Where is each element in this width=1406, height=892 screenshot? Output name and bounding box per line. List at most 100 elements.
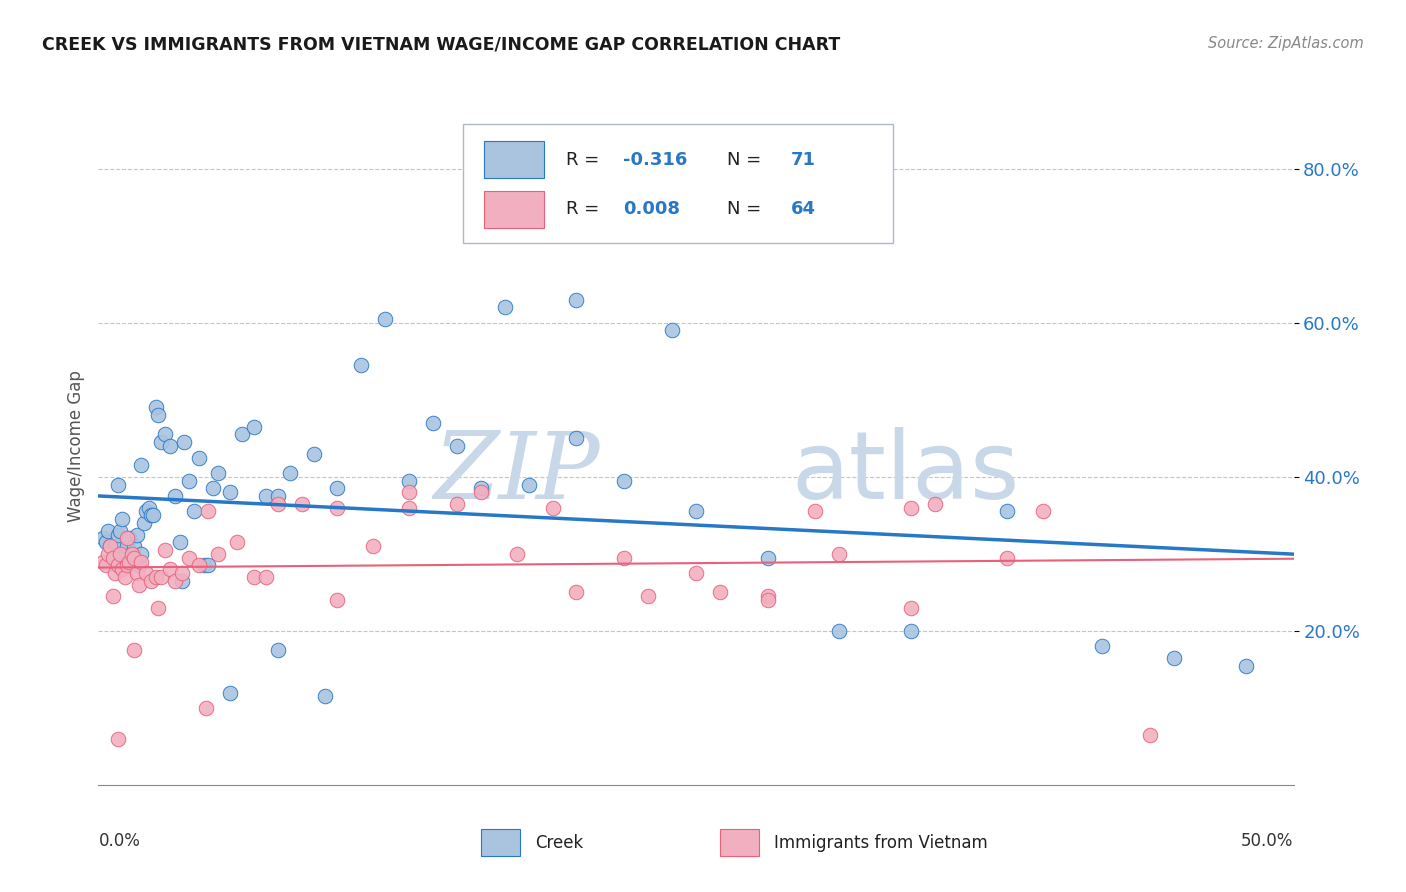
Point bbox=[267, 643, 290, 657]
Point bbox=[125, 527, 148, 541]
Point bbox=[91, 555, 114, 569]
Point bbox=[124, 539, 146, 553]
Point bbox=[291, 497, 314, 511]
Text: R =: R = bbox=[565, 151, 605, 169]
Point bbox=[685, 566, 707, 580]
Point bbox=[131, 458, 153, 473]
Point bbox=[115, 532, 138, 546]
Text: N =: N = bbox=[727, 151, 768, 169]
Point bbox=[565, 431, 588, 445]
Point bbox=[101, 550, 124, 565]
Point bbox=[1139, 728, 1161, 742]
Point bbox=[148, 600, 170, 615]
Point bbox=[470, 482, 492, 496]
Point bbox=[172, 574, 194, 588]
Point bbox=[900, 500, 922, 515]
FancyBboxPatch shape bbox=[485, 191, 544, 228]
Point bbox=[124, 550, 146, 565]
Point bbox=[101, 589, 124, 603]
Text: 64: 64 bbox=[790, 201, 815, 219]
Point bbox=[107, 731, 129, 746]
Point bbox=[398, 474, 420, 488]
Point bbox=[226, 535, 249, 549]
Point bbox=[995, 550, 1018, 565]
Point bbox=[101, 550, 124, 565]
Point bbox=[148, 408, 170, 422]
Text: CREEK VS IMMIGRANTS FROM VIETNAM WAGE/INCOME GAP CORRELATION CHART: CREEK VS IMMIGRANTS FROM VIETNAM WAGE/IN… bbox=[42, 36, 841, 54]
Point bbox=[135, 566, 157, 580]
Point bbox=[197, 558, 219, 573]
Point bbox=[118, 532, 141, 546]
Point bbox=[613, 474, 636, 488]
Point bbox=[243, 419, 266, 434]
Point bbox=[900, 600, 922, 615]
Point bbox=[565, 585, 588, 599]
Text: ZIP: ZIP bbox=[433, 428, 600, 518]
FancyBboxPatch shape bbox=[485, 141, 544, 178]
Point bbox=[661, 323, 683, 337]
Point bbox=[315, 690, 337, 704]
Point bbox=[756, 589, 779, 603]
Point bbox=[1163, 651, 1185, 665]
Point bbox=[104, 539, 127, 553]
Text: atlas: atlas bbox=[792, 427, 1019, 519]
Text: -0.316: -0.316 bbox=[623, 151, 688, 169]
Point bbox=[104, 566, 127, 580]
Point bbox=[138, 500, 160, 515]
Point bbox=[155, 427, 177, 442]
Point bbox=[125, 566, 148, 580]
Point bbox=[179, 474, 201, 488]
Point bbox=[541, 500, 564, 515]
Point bbox=[149, 570, 172, 584]
Point bbox=[149, 435, 172, 450]
Point bbox=[1032, 504, 1054, 518]
Point bbox=[169, 535, 191, 549]
Point bbox=[995, 504, 1018, 518]
Point bbox=[613, 550, 636, 565]
Point bbox=[108, 524, 131, 538]
Point bbox=[121, 547, 143, 561]
Point bbox=[173, 435, 195, 450]
Point bbox=[470, 485, 492, 500]
Point bbox=[108, 547, 131, 561]
Point bbox=[139, 574, 162, 588]
Point bbox=[267, 489, 290, 503]
Point bbox=[219, 485, 242, 500]
Point bbox=[183, 504, 205, 518]
Point bbox=[139, 508, 162, 523]
Point bbox=[326, 593, 349, 607]
Point bbox=[494, 301, 516, 315]
Point bbox=[142, 508, 165, 523]
Point bbox=[363, 539, 385, 553]
Point bbox=[374, 312, 396, 326]
Point bbox=[118, 555, 141, 569]
Point bbox=[302, 447, 325, 461]
Point bbox=[422, 416, 444, 430]
Point bbox=[446, 497, 468, 511]
Point bbox=[1091, 640, 1114, 654]
Point bbox=[163, 574, 186, 588]
Point bbox=[924, 497, 946, 511]
Point bbox=[804, 504, 827, 518]
Point bbox=[107, 558, 129, 573]
Point bbox=[506, 547, 529, 561]
Text: 0.008: 0.008 bbox=[623, 201, 681, 219]
Point bbox=[115, 558, 138, 573]
Point bbox=[131, 547, 153, 561]
Point bbox=[98, 539, 122, 553]
Point bbox=[685, 504, 707, 518]
Point bbox=[107, 477, 129, 491]
Point bbox=[195, 701, 218, 715]
Point bbox=[193, 558, 215, 573]
Point bbox=[207, 466, 229, 480]
Point bbox=[202, 482, 225, 496]
FancyBboxPatch shape bbox=[720, 829, 759, 856]
Text: Source: ZipAtlas.com: Source: ZipAtlas.com bbox=[1208, 36, 1364, 51]
Point bbox=[114, 547, 136, 561]
Point bbox=[187, 558, 209, 573]
Point bbox=[219, 685, 242, 699]
Point bbox=[197, 504, 219, 518]
Point bbox=[111, 562, 134, 576]
Point bbox=[98, 539, 122, 553]
Point bbox=[155, 543, 177, 558]
